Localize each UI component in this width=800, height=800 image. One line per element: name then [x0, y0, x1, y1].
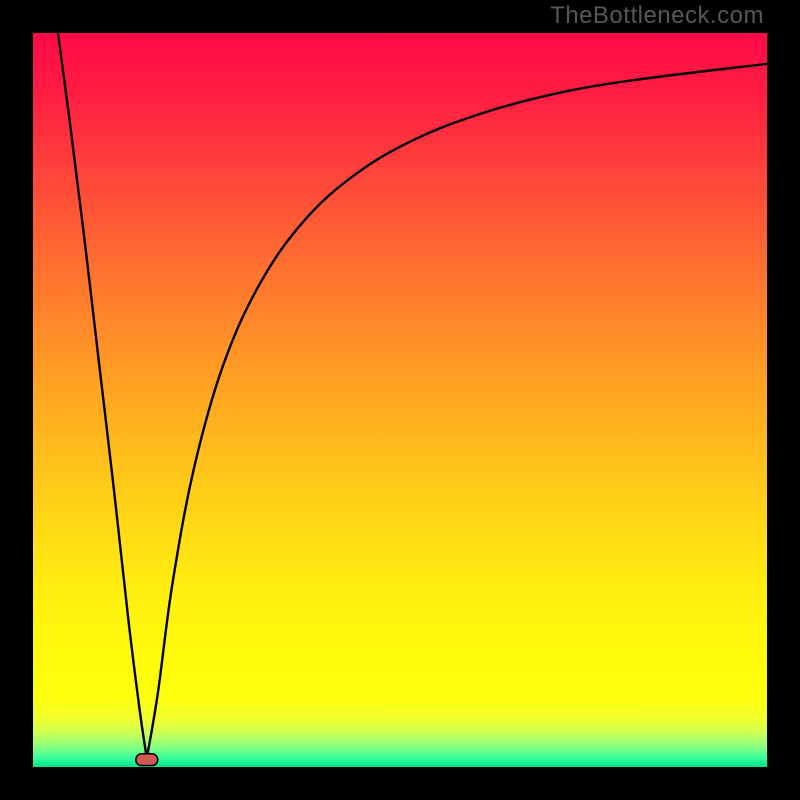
- frame-border-left: [0, 0, 33, 800]
- watermark-text: TheBottleneck.com: [550, 2, 764, 30]
- bottleneck-curve: [33, 33, 767, 767]
- frame-border-bottom: [0, 767, 800, 800]
- frame-border-right: [767, 0, 800, 800]
- curve-left-branch: [58, 33, 147, 758]
- minimum-marker: [136, 754, 158, 766]
- curve-right-branch: [147, 64, 767, 758]
